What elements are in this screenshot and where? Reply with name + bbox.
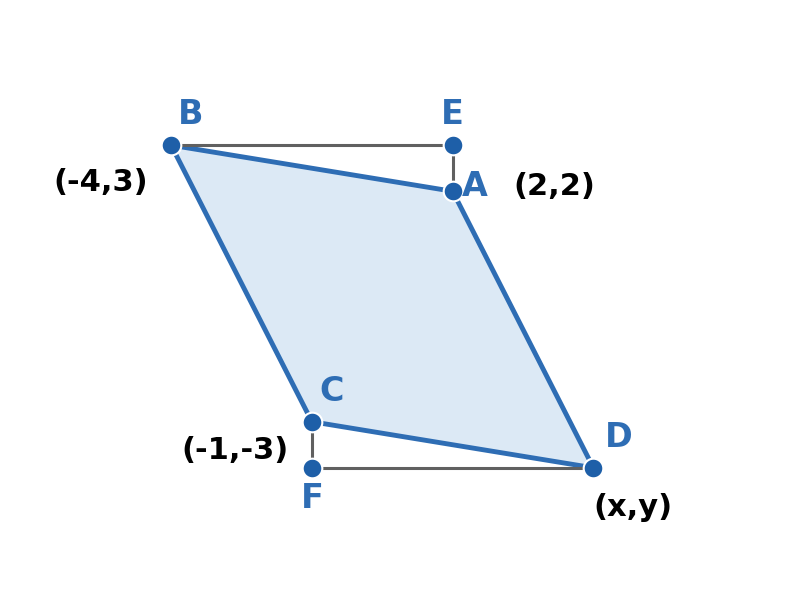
Text: (2,2): (2,2) [514,172,596,201]
Text: (-1,-3): (-1,-3) [181,436,288,465]
Text: (x,y): (x,y) [593,493,672,522]
Text: (-4,3): (-4,3) [53,168,147,197]
Text: D: D [605,421,633,454]
Point [446,186,459,196]
Text: B: B [178,98,203,131]
Text: F: F [300,482,323,515]
Point [446,140,459,150]
Point [587,463,600,473]
Polygon shape [171,145,593,468]
Text: E: E [441,98,464,131]
Point [306,463,318,473]
Text: A: A [462,170,488,203]
Text: C: C [319,375,344,408]
Point [165,140,177,150]
Point [306,417,318,427]
